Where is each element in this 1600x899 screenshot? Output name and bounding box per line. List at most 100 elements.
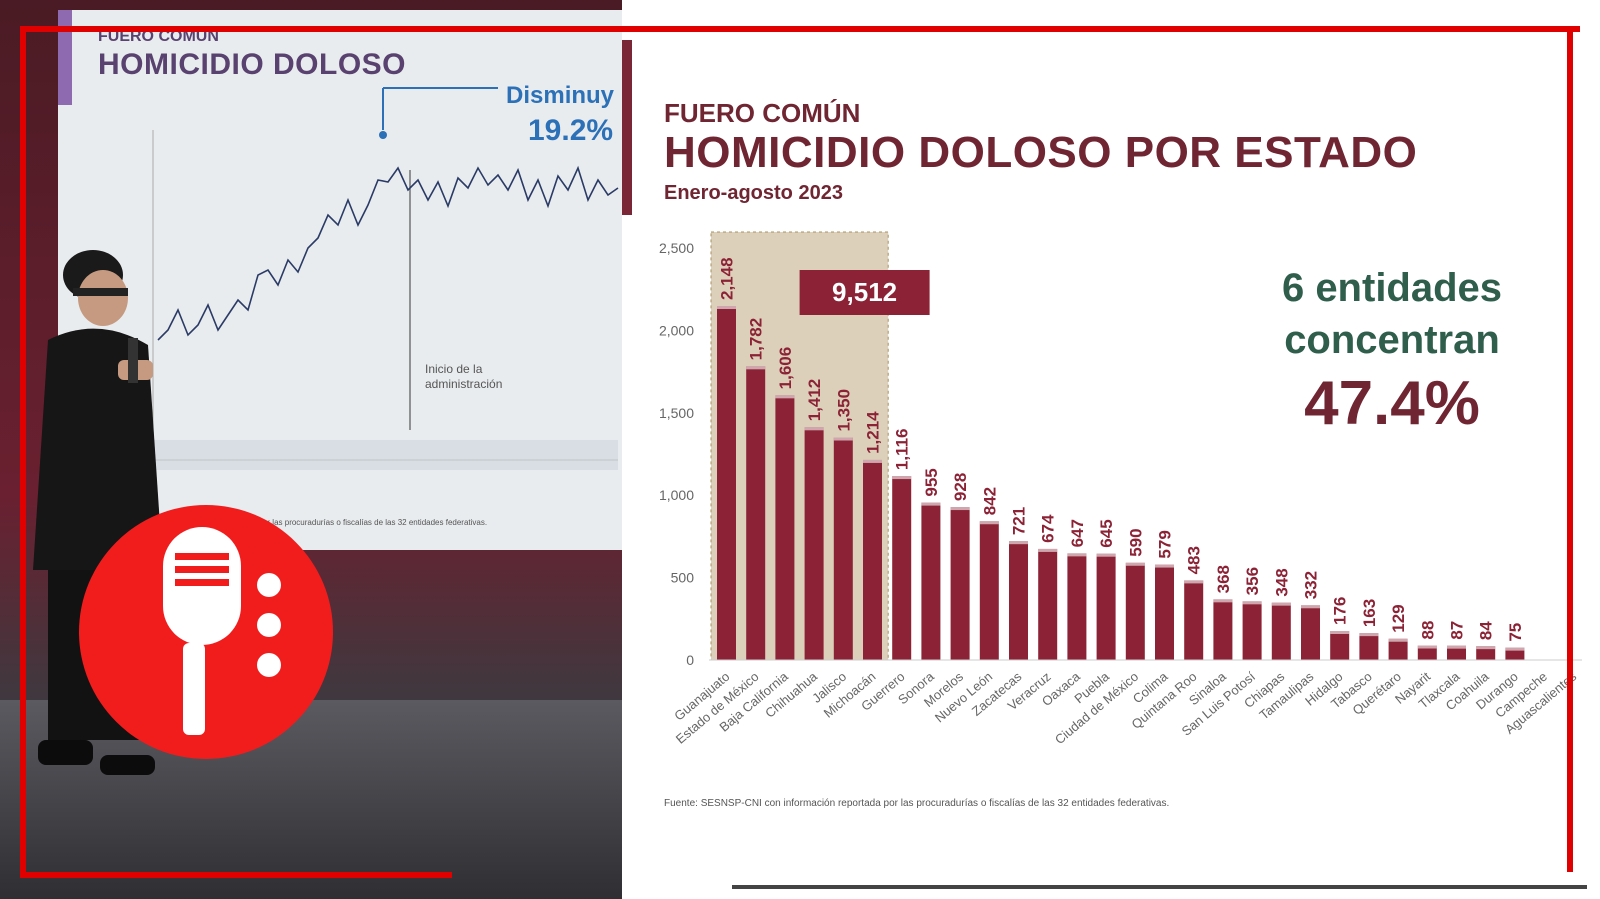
left-video-panel: FUERO COMÚN HOMICIDIO DOLOSO Disminuy 19… <box>0 0 622 899</box>
bar-cap <box>1213 599 1233 603</box>
bar-cap <box>1038 548 1058 552</box>
bar <box>717 306 736 660</box>
data-label: 1,782 <box>747 318 766 361</box>
bar-cap <box>1271 602 1291 606</box>
y-tick-label: 2,500 <box>659 240 694 256</box>
bar <box>1271 602 1291 660</box>
bar <box>863 459 882 660</box>
data-label: 176 <box>1331 597 1350 625</box>
data-label: 590 <box>1126 528 1145 556</box>
bar <box>1125 562 1145 660</box>
highlight-total-box <box>799 270 930 315</box>
bar-cap <box>950 507 970 511</box>
slide-accent-bar <box>622 40 632 215</box>
data-label: 483 <box>1185 546 1204 574</box>
bar-cap <box>1447 645 1466 649</box>
data-label: 579 <box>1156 530 1175 558</box>
chart-title: HOMICIDIO DOLOSO POR ESTADO <box>664 128 1418 177</box>
bar-cap <box>746 366 766 370</box>
bar-cap <box>1009 541 1028 545</box>
bar <box>1155 564 1174 660</box>
bar <box>1447 645 1466 660</box>
y-tick-label: 1,000 <box>659 487 694 503</box>
bar <box>1359 633 1379 660</box>
annotation-line-1: 6 entidades <box>1281 266 1503 310</box>
data-label: 75 <box>1506 623 1525 642</box>
data-label: 163 <box>1360 599 1379 627</box>
data-label: 721 <box>1010 507 1029 535</box>
bar <box>1096 553 1116 660</box>
bar <box>1242 601 1262 660</box>
bar-cap <box>1242 601 1262 605</box>
bar <box>1476 646 1496 660</box>
bar <box>1213 599 1233 660</box>
frame-left <box>20 26 26 872</box>
bar <box>892 476 912 660</box>
bar-cap <box>717 306 736 310</box>
y-tick-label: 0 <box>686 652 694 668</box>
bar-chart: 05001,0001,5002,0002,5009,5122,148Guanaj… <box>659 231 1582 747</box>
bar-cap <box>1125 562 1145 566</box>
bar <box>804 427 824 660</box>
bar-cap <box>833 437 853 441</box>
bar-cap <box>921 502 941 506</box>
frame-bottom <box>20 872 452 878</box>
data-label: 1,412 <box>805 379 824 422</box>
bar-cap <box>979 521 999 525</box>
bar <box>1388 638 1408 660</box>
data-label: 84 <box>1477 621 1496 640</box>
slide-accent-bar <box>58 10 72 105</box>
bar-cap <box>1388 638 1408 642</box>
bar <box>833 437 853 660</box>
bar-cap <box>1096 553 1116 557</box>
bar-cap <box>1330 630 1350 634</box>
frame-top <box>20 26 1580 32</box>
bar <box>1038 548 1058 660</box>
bottom-line <box>732 885 1587 889</box>
bar-cap <box>1505 647 1525 651</box>
data-label: 129 <box>1389 604 1408 632</box>
bar-cap <box>1417 645 1437 649</box>
microphone-icon <box>163 527 281 735</box>
bar <box>979 521 999 660</box>
data-label: 955 <box>922 468 941 496</box>
bar <box>1417 645 1437 660</box>
bar <box>950 507 970 660</box>
bar <box>1330 630 1350 660</box>
bar <box>746 366 766 660</box>
data-label: 1,606 <box>776 347 795 390</box>
highlight-total-label: 9,512 <box>832 277 897 307</box>
trend-line-chart <box>152 87 619 470</box>
y-tick-label: 500 <box>671 570 695 586</box>
bar <box>921 502 941 660</box>
bar <box>1184 580 1204 660</box>
frame-right <box>1567 26 1573 872</box>
decrease-label: Disminuy <box>506 82 615 109</box>
data-label: 645 <box>1097 519 1116 547</box>
annotation-line-2: concentran <box>1284 318 1500 362</box>
concentration-annotation: 6 entidades concentran <box>1222 262 1562 366</box>
data-label: 842 <box>980 487 999 515</box>
data-label: 356 <box>1243 567 1262 595</box>
bar <box>1301 605 1320 660</box>
data-label: 88 <box>1418 621 1437 640</box>
data-label: 2,148 <box>718 257 737 300</box>
left-slide-title: HOMICIDIO DOLOSO <box>98 48 406 81</box>
bar-cap <box>775 395 795 399</box>
decrease-percent: 19.2% <box>528 114 614 147</box>
data-label: 348 <box>1272 568 1291 596</box>
marker-label: Inicio de la administración <box>425 362 503 391</box>
y-tick-label: 1,500 <box>659 405 694 421</box>
chart-subtitle: FUERO COMÚN <box>664 98 861 128</box>
left-slide-footnote: ... agosto 2023 ... reportada por las pr… <box>158 518 488 527</box>
bar-cap <box>892 476 912 480</box>
bar-cap <box>1155 564 1174 568</box>
bar-cap <box>1301 605 1320 609</box>
bar-cap <box>1476 646 1496 650</box>
bar-cap <box>1184 580 1204 584</box>
bar-cap <box>1359 633 1379 637</box>
data-label: 87 <box>1448 621 1467 640</box>
data-label: 368 <box>1214 565 1233 593</box>
chart-slide: FUERO COMÚN HOMICIDIO DOLOSO POR ESTADO … <box>622 0 1600 899</box>
